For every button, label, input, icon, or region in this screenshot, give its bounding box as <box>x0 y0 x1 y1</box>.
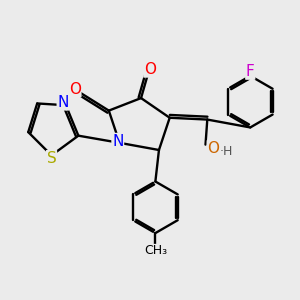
Text: N: N <box>57 95 69 110</box>
Text: F: F <box>246 64 255 79</box>
Text: N: N <box>112 134 124 148</box>
Text: S: S <box>46 151 56 166</box>
Text: O: O <box>144 62 156 77</box>
Text: CH₃: CH₃ <box>144 244 167 257</box>
Text: ·H: ·H <box>220 145 233 158</box>
Text: O: O <box>69 82 81 97</box>
Text: O: O <box>207 141 219 156</box>
